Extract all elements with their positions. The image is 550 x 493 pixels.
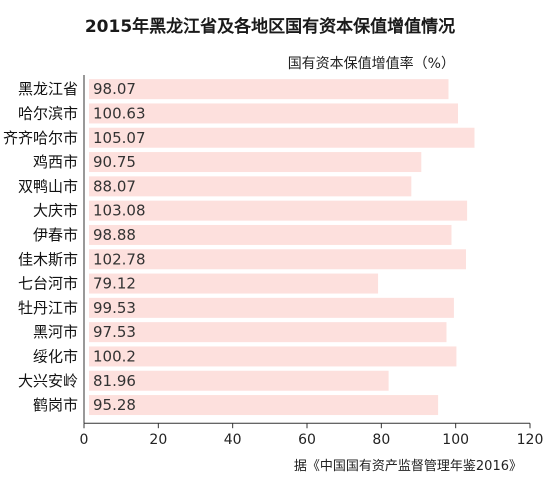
bars-group <box>89 79 475 416</box>
bar <box>89 224 452 245</box>
category-label: 黑龙江省 <box>18 80 78 98</box>
x-ticks: 0 20 40 60 80 100 120 <box>80 423 544 448</box>
value-label: 88.07 <box>93 177 136 195</box>
value-label: 105.07 <box>93 129 146 147</box>
value-label: 100.63 <box>93 104 146 122</box>
category-label: 大庆市 <box>33 202 78 220</box>
bar <box>89 297 454 318</box>
value-label: 95.28 <box>93 396 136 414</box>
bar <box>89 346 457 367</box>
bar <box>89 127 475 148</box>
value-label: 90.75 <box>93 153 136 171</box>
category-label: 哈尔滨市 <box>18 104 78 122</box>
category-label: 双鸭山市 <box>18 177 78 195</box>
value-label: 102.78 <box>93 250 146 268</box>
bar <box>89 273 379 294</box>
value-labels: 98.07 100.63 105.07 90.75 88.07 103.08 98.88 10… <box>93 80 146 414</box>
category-labels: 黑龙江省哈尔滨市齐齐哈尔市鸡西市双鸭山市大庆市伊春市佳木斯市七台河市牡丹江市黑河… <box>3 80 78 414</box>
value-label: 98.07 <box>93 80 136 98</box>
category-label: 黑河市 <box>33 323 78 341</box>
value-label: 99.53 <box>93 299 136 317</box>
category-label: 大兴安岭 <box>18 372 78 390</box>
source-note: 据《中国国有资产监督管理年鉴2016》 <box>294 459 522 474</box>
bar <box>89 79 449 100</box>
x-tick-label: 20 <box>149 432 167 448</box>
bar <box>89 152 422 173</box>
value-label: 97.53 <box>93 323 136 341</box>
x-tick-label: 0 <box>80 432 89 448</box>
bar <box>89 370 389 391</box>
bar <box>89 103 459 124</box>
category-label: 鹤岗市 <box>33 396 78 414</box>
value-label: 103.08 <box>93 202 146 220</box>
x-tick-label: 80 <box>372 432 390 448</box>
chart-title: 2015年黑龙江省及各地区国有资本保值增值情况 <box>85 16 455 37</box>
bar <box>89 200 468 221</box>
category-label: 鸡西市 <box>33 153 78 171</box>
x-tick-label: 40 <box>224 432 242 448</box>
category-label: 齐齐哈尔市 <box>3 129 78 147</box>
value-label: 98.88 <box>93 226 136 244</box>
category-label: 绥化市 <box>33 347 78 365</box>
bar <box>89 322 447 343</box>
unit-label: 国有资本保值增值率（%） <box>288 55 455 72</box>
value-label: 81.96 <box>93 372 136 390</box>
category-label: 七台河市 <box>18 275 78 293</box>
bar <box>89 395 439 416</box>
x-tick-label: 60 <box>298 432 316 448</box>
bar <box>89 176 412 197</box>
x-tick-label: 120 <box>517 432 544 448</box>
category-label: 牡丹江市 <box>18 299 78 317</box>
bar <box>89 249 466 270</box>
category-label: 伊春市 <box>33 226 78 244</box>
category-label: 佳木斯市 <box>18 250 78 268</box>
x-tick-label: 100 <box>442 432 469 448</box>
value-label: 79.12 <box>93 275 136 293</box>
value-label: 100.2 <box>93 347 136 365</box>
